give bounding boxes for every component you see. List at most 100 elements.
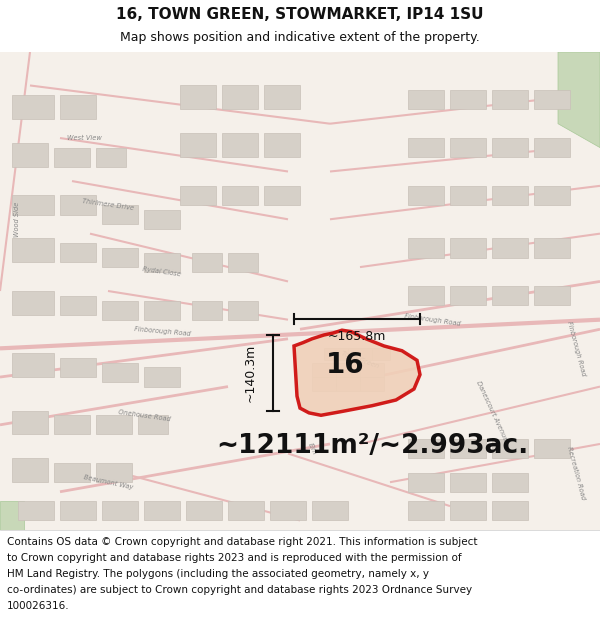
Polygon shape: [294, 330, 420, 415]
Text: Wood Side: Wood Side: [14, 202, 20, 237]
Bar: [492, 501, 528, 521]
Bar: [60, 196, 96, 214]
Bar: [408, 439, 444, 458]
Text: Contains OS data © Crown copyright and database right 2021. This information is : Contains OS data © Crown copyright and d…: [7, 537, 478, 547]
Bar: [492, 90, 528, 109]
Bar: [60, 243, 96, 262]
Bar: [54, 415, 90, 434]
Bar: [312, 377, 336, 391]
Bar: [12, 411, 48, 434]
Bar: [534, 286, 570, 306]
Text: Onehouse Road: Onehouse Road: [118, 409, 170, 422]
Bar: [180, 186, 216, 205]
Bar: [144, 301, 180, 319]
Bar: [270, 501, 306, 521]
Text: HM Land Registry. The polygons (including the associated geometry, namely x, y: HM Land Registry. The polygons (includin…: [7, 569, 429, 579]
Bar: [408, 472, 444, 492]
Bar: [96, 148, 126, 167]
Bar: [534, 238, 570, 258]
Text: co-ordinates) are subject to Crown copyright and database rights 2023 Ordnance S: co-ordinates) are subject to Crown copyr…: [7, 585, 472, 595]
Bar: [492, 238, 528, 258]
Bar: [450, 138, 486, 157]
Text: ~140.3m: ~140.3m: [244, 344, 257, 402]
Bar: [96, 463, 132, 482]
Bar: [102, 205, 138, 224]
Bar: [408, 286, 444, 306]
Text: Recreation Road: Recreation Road: [566, 445, 586, 500]
Text: 100026316.: 100026316.: [7, 601, 70, 611]
Bar: [144, 210, 180, 229]
Bar: [54, 463, 90, 482]
Bar: [360, 362, 384, 377]
Text: 16: 16: [326, 351, 364, 379]
Bar: [534, 186, 570, 205]
Bar: [222, 86, 258, 109]
Bar: [534, 90, 570, 109]
Text: Elm: Elm: [307, 442, 317, 456]
Bar: [408, 501, 444, 521]
Bar: [12, 353, 54, 377]
Bar: [228, 253, 258, 272]
Text: Rydal Close: Rydal Close: [142, 266, 182, 278]
Bar: [492, 138, 528, 157]
Bar: [144, 368, 180, 387]
Bar: [192, 253, 222, 272]
Bar: [102, 248, 138, 267]
Text: to Crown copyright and database rights 2023 and is reproduced with the permissio: to Crown copyright and database rights 2…: [7, 552, 462, 562]
Bar: [138, 415, 168, 434]
Text: Finborough Road: Finborough Road: [566, 320, 586, 376]
Bar: [492, 472, 528, 492]
Text: 16, TOWN GREEN, STOWMARKET, IP14 1SU: 16, TOWN GREEN, STOWMARKET, IP14 1SU: [116, 7, 484, 22]
Bar: [360, 377, 384, 391]
Bar: [324, 348, 348, 360]
Bar: [450, 286, 486, 306]
Bar: [408, 238, 444, 258]
Bar: [264, 86, 300, 109]
Bar: [312, 501, 348, 521]
Polygon shape: [0, 501, 24, 530]
Bar: [144, 253, 180, 272]
Bar: [96, 415, 132, 434]
Bar: [192, 301, 222, 319]
Bar: [336, 362, 360, 377]
Bar: [450, 186, 486, 205]
Bar: [450, 238, 486, 258]
Bar: [408, 138, 444, 157]
Bar: [12, 143, 48, 167]
Bar: [12, 196, 54, 214]
Bar: [372, 348, 390, 360]
Bar: [492, 286, 528, 306]
Bar: [312, 362, 336, 377]
Bar: [60, 358, 96, 377]
Bar: [102, 301, 138, 319]
Bar: [222, 186, 258, 205]
Bar: [336, 377, 360, 391]
Bar: [264, 133, 300, 157]
Bar: [144, 501, 180, 521]
Bar: [492, 186, 528, 205]
Bar: [54, 148, 90, 167]
Bar: [12, 238, 54, 262]
Bar: [408, 90, 444, 109]
Text: ~165.8m: ~165.8m: [328, 331, 386, 343]
Bar: [60, 501, 96, 521]
Bar: [450, 90, 486, 109]
Bar: [12, 95, 54, 119]
Bar: [534, 138, 570, 157]
Text: Beaumont Way: Beaumont Way: [83, 474, 133, 491]
Bar: [450, 472, 486, 492]
Polygon shape: [558, 52, 600, 148]
Text: Thirlmere Drive: Thirlmere Drive: [82, 198, 134, 211]
Text: Map shows position and indicative extent of the property.: Map shows position and indicative extent…: [120, 31, 480, 44]
Bar: [180, 86, 216, 109]
Bar: [450, 439, 486, 458]
Text: Finborough Road: Finborough Road: [404, 312, 460, 327]
Bar: [228, 301, 258, 319]
Bar: [222, 133, 258, 157]
Text: Danescourt Avenue: Danescourt Avenue: [475, 379, 509, 441]
Bar: [12, 291, 54, 315]
Bar: [348, 348, 372, 360]
Text: Finborough Road: Finborough Road: [134, 326, 190, 337]
Text: Town Green: Town Green: [341, 351, 379, 370]
Bar: [534, 439, 570, 458]
